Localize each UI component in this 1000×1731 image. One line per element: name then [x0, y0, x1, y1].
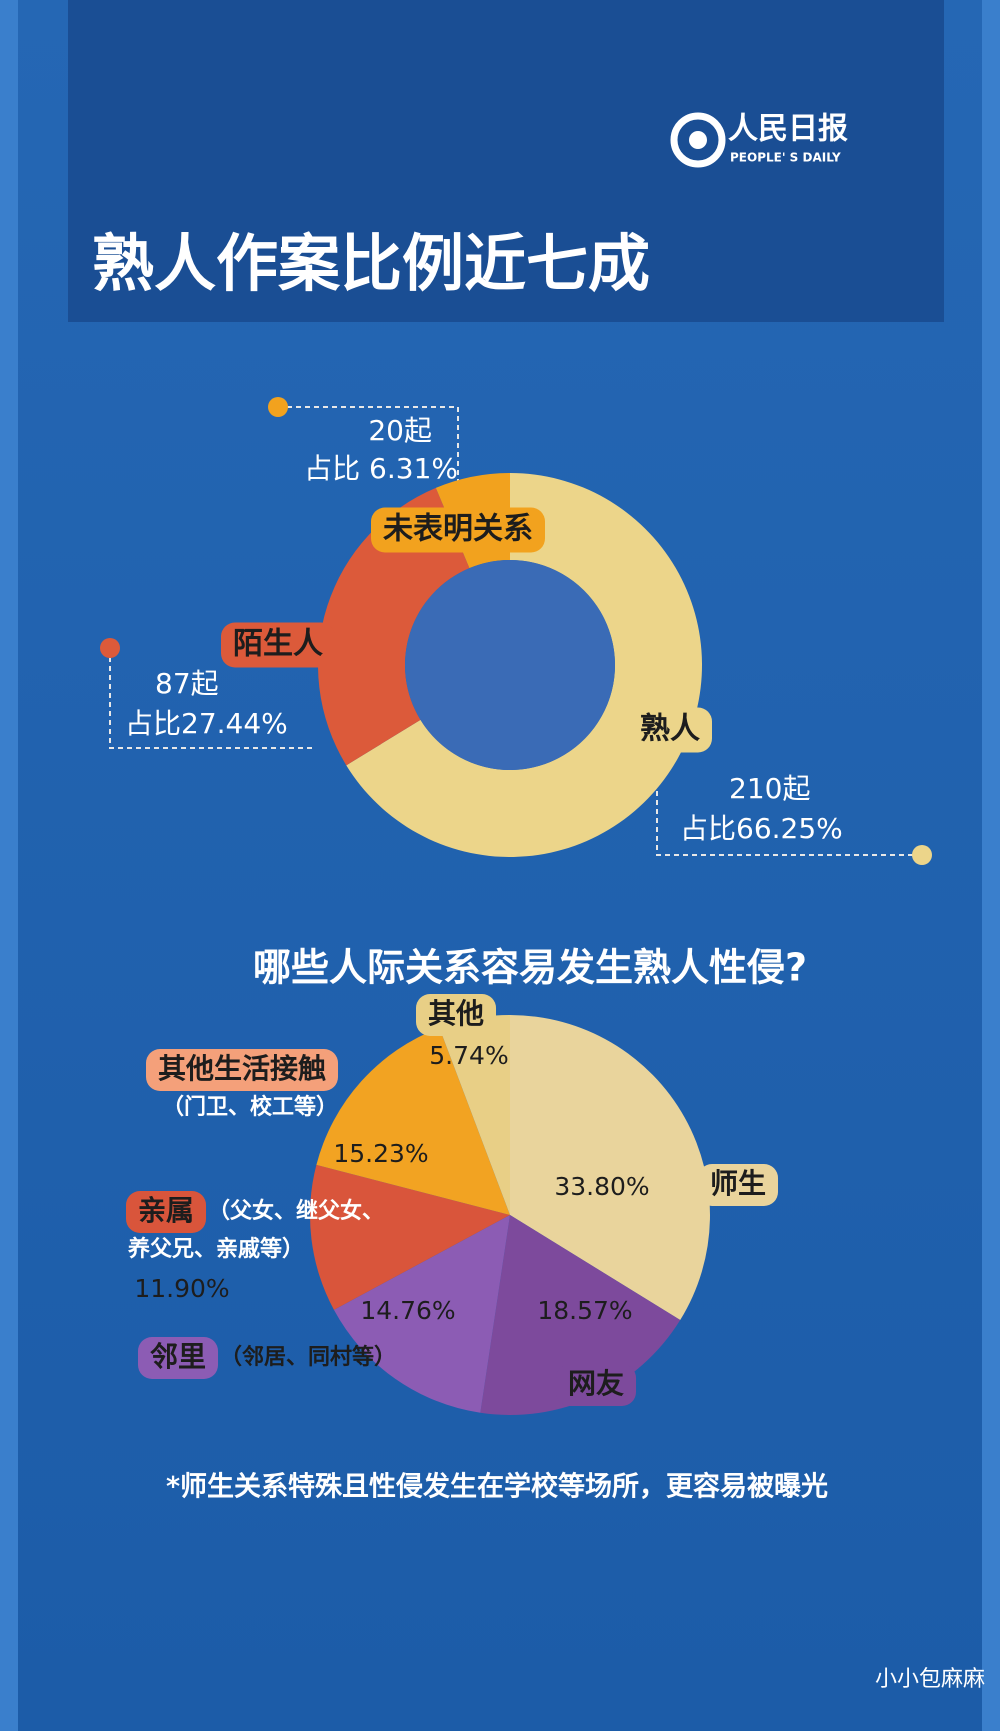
value-label: 占比 6.31% [304, 452, 458, 485]
category-note: 养父兄、亲戚等） [127, 1236, 304, 1262]
label-pill: 其他 [416, 994, 497, 1036]
pill-bg [221, 622, 335, 668]
count-label: 20起 [368, 414, 432, 447]
logo-icon [689, 131, 707, 149]
donut-hole [405, 560, 615, 770]
value-label: 11.90% [134, 1274, 229, 1303]
category-label: 其他生活接触 [158, 1052, 326, 1085]
pie-slice [316, 1027, 510, 1215]
category-note: （父女、继父女、 [208, 1198, 384, 1224]
value-label: 15.23% [333, 1139, 428, 1168]
category-label: 熟人 [640, 712, 700, 747]
pill-bg [146, 1049, 339, 1091]
category-note: （门卫、校工等） [162, 1094, 338, 1120]
footnote: *师生关系特殊且性侵发生在学校等场所，更容易被曝光 [166, 1471, 828, 1503]
label-pill: 亲属 [126, 1191, 207, 1233]
pill-bg [698, 1164, 779, 1206]
value-label: 5.74% [429, 1041, 508, 1070]
right-border [982, 0, 1000, 1731]
leader-dot [100, 638, 120, 658]
brand-en: PEOPLE' S DAILY [730, 151, 841, 165]
pie-slice [510, 1015, 710, 1321]
category-label: 其他 [428, 997, 484, 1030]
category-label: 师生 [710, 1167, 766, 1200]
pie-slice [309, 1164, 510, 1310]
label-pill: 熟人 [628, 707, 712, 753]
leader-line [278, 406, 459, 482]
pill-bg [138, 1337, 219, 1379]
pill-bg [371, 507, 545, 553]
pill-bg [126, 1191, 207, 1233]
left-border [0, 0, 18, 1731]
category-label: 未表明关系 [383, 512, 533, 547]
pie-slice [333, 1215, 510, 1413]
category-label: 亲属 [138, 1194, 194, 1227]
category-note: （邻居、同村等） [220, 1344, 396, 1370]
label-pill: 陌生人 [221, 622, 335, 668]
category-label: 网友 [568, 1367, 624, 1400]
leader-dot [268, 397, 288, 417]
label-pill: 其他生活接触 [146, 1049, 339, 1091]
category-label: 邻里 [150, 1340, 206, 1373]
label-pill: 师生 [698, 1164, 779, 1206]
pill-bg [628, 707, 712, 753]
label-pill: 网友 [556, 1364, 637, 1406]
count-label: 210起 [729, 772, 810, 805]
pill-bg [416, 994, 497, 1036]
donut-slice [346, 473, 703, 858]
brand: 人民日报 [728, 112, 848, 147]
leader-lines [109, 406, 922, 856]
pill-bg [556, 1364, 637, 1406]
pie-slice [480, 1215, 681, 1415]
donut-slice [318, 487, 470, 766]
leader-dot [912, 845, 932, 865]
value-label: 33.80% [554, 1172, 649, 1201]
label-pill: 邻里 [138, 1337, 219, 1379]
pie-slice [439, 1014, 510, 1215]
title: 熟人作案比例近七成 [92, 227, 650, 300]
leader-line [109, 648, 315, 749]
label-pill: 未表明关系 [371, 507, 545, 553]
count-label: 87起 [155, 667, 219, 700]
header-box [68, 0, 944, 322]
value-label: 占比66.25% [680, 812, 843, 845]
logo: 人民日报 PEOPLE' S DAILY [670, 112, 848, 168]
value-label: 占比27.44% [125, 707, 288, 740]
logo-icon [670, 112, 726, 168]
value-label: 18.57% [537, 1296, 632, 1325]
pie-title: 哪些人际关系容易发生熟人性侵? [253, 946, 807, 990]
watermark: 小小包麻麻 [875, 1667, 985, 1692]
value-label: 14.76% [360, 1296, 455, 1325]
leader-line [656, 785, 922, 856]
category-label: 陌生人 [233, 627, 323, 662]
